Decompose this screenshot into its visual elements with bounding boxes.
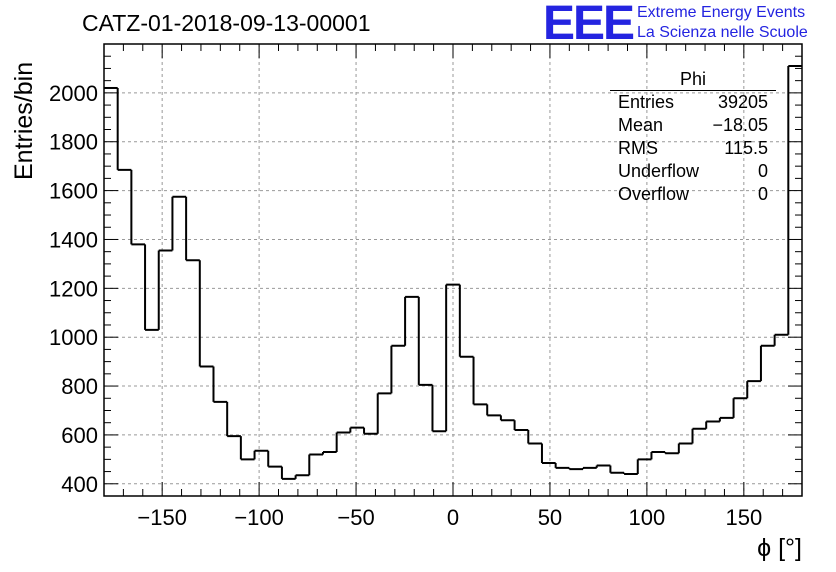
histogram-bin: [280, 466, 296, 480]
x-tick-label: −50: [337, 505, 374, 530]
histogram-bin: [636, 458, 652, 475]
histogram-bin: [650, 451, 666, 460]
histogram-bin: [390, 344, 406, 394]
logo-caption: Extreme Energy Events La Scienza nelle S…: [637, 3, 808, 43]
logo-line-1: Extreme Energy Events: [637, 4, 806, 21]
stats-label: RMS: [618, 138, 658, 158]
x-tick-label: −100: [234, 505, 284, 530]
histogram-bin: [486, 404, 501, 417]
stats-value: 115.5: [724, 138, 768, 158]
stats-row: Overflow 0: [610, 183, 776, 206]
histogram-bin: [568, 467, 584, 471]
y-tick-label: 600: [61, 423, 98, 448]
histogram-bin: [130, 169, 146, 246]
histogram-bin: [787, 64, 802, 335]
histogram-bin: [198, 260, 214, 368]
histogram-bin: [732, 397, 748, 418]
stats-label: Mean: [618, 115, 664, 135]
histogram-bin: [746, 380, 761, 399]
histogram-bin: [349, 426, 365, 433]
y-tick-label: 400: [61, 472, 98, 497]
histogram-bin: [540, 443, 556, 465]
stats-row: Mean −18.05: [610, 114, 776, 137]
histogram-bin: [595, 464, 611, 468]
chart-title: CATZ-01-2018-09-13-00001: [82, 10, 371, 36]
stats-row: RMS 115.5: [610, 137, 776, 160]
histogram-bin: [691, 427, 707, 444]
histogram-bin: [376, 392, 392, 434]
y-tick-label: 2000: [49, 81, 98, 106]
histogram-bin: [239, 436, 255, 461]
histogram-bin: [157, 249, 173, 330]
histogram-bin: [609, 465, 625, 474]
histogram-bin: [718, 416, 734, 422]
histogram-bin: [759, 344, 775, 382]
histogram-bin: [458, 284, 474, 358]
stats-label: Underflow: [618, 161, 700, 181]
y-tick-label: 1600: [49, 179, 98, 204]
histogram-bin: [144, 244, 159, 331]
histogram-bin: [226, 401, 241, 438]
histogram-bin: [335, 431, 351, 453]
stats-label: Overflow: [618, 184, 690, 204]
histogram-bin: [294, 474, 310, 479]
x-axis-label: ϕ [°]: [757, 534, 802, 562]
y-tick-label: 1800: [49, 130, 98, 155]
x-tick-label: 0: [447, 505, 459, 530]
stats-header: Phi: [610, 69, 776, 91]
stats-value: 0: [757, 184, 768, 204]
histogram-bin: [677, 442, 693, 454]
histogram-bin: [171, 195, 187, 251]
histogram-bin: [472, 356, 488, 406]
x-tick-label: 50: [538, 505, 562, 530]
x-tick-label: 150: [725, 505, 762, 530]
y-tick-label: 1200: [49, 276, 98, 301]
y-tick-label: 1400: [49, 227, 98, 252]
y-tick-label: 800: [61, 374, 98, 399]
histogram-bin: [321, 451, 337, 455]
histogram-bin: [664, 452, 679, 455]
histogram-bin: [185, 196, 200, 262]
logo-line-2: La Scienza nelle Scuole: [637, 24, 808, 41]
histogram-bin: [513, 420, 529, 432]
stats-value: 0: [757, 161, 768, 181]
stats-row: Entries 39205: [610, 91, 776, 114]
stats-value: 39205: [717, 92, 768, 112]
histogram-bin: [267, 450, 282, 468]
stats-value: −18.05: [712, 115, 768, 135]
histogram-bin: [527, 430, 542, 445]
histogram-bin: [705, 420, 720, 429]
histogram-bin: [404, 295, 419, 346]
histogram-bin: [623, 472, 638, 476]
histogram-bin: [582, 466, 597, 470]
histogram-bin: [431, 384, 447, 433]
histogram-bin: [363, 427, 378, 435]
stats-label: Entries: [618, 92, 675, 112]
histogram-bin: [445, 283, 460, 432]
eee-logo: EEE: [543, 0, 635, 50]
histogram-bin: [417, 296, 433, 386]
histogram-bin: [212, 366, 228, 403]
y-axis-label: Entries/bin: [10, 61, 38, 180]
x-tick-label: −150: [137, 505, 187, 530]
x-tick-label: 100: [629, 505, 666, 530]
y-tick-label: 1000: [49, 325, 98, 350]
stats-box: Phi Entries 39205 Mean −18.05 RMS 115.5 Underf…: [610, 69, 776, 206]
stats-row: Underflow 0: [610, 160, 776, 183]
histogram-bin: [253, 449, 269, 460]
histogram-bin: [773, 333, 789, 346]
histogram-bin: [499, 415, 515, 422]
histogram-bin: [116, 87, 132, 171]
histogram-bin: [308, 453, 323, 476]
histogram-bin: [554, 463, 570, 469]
